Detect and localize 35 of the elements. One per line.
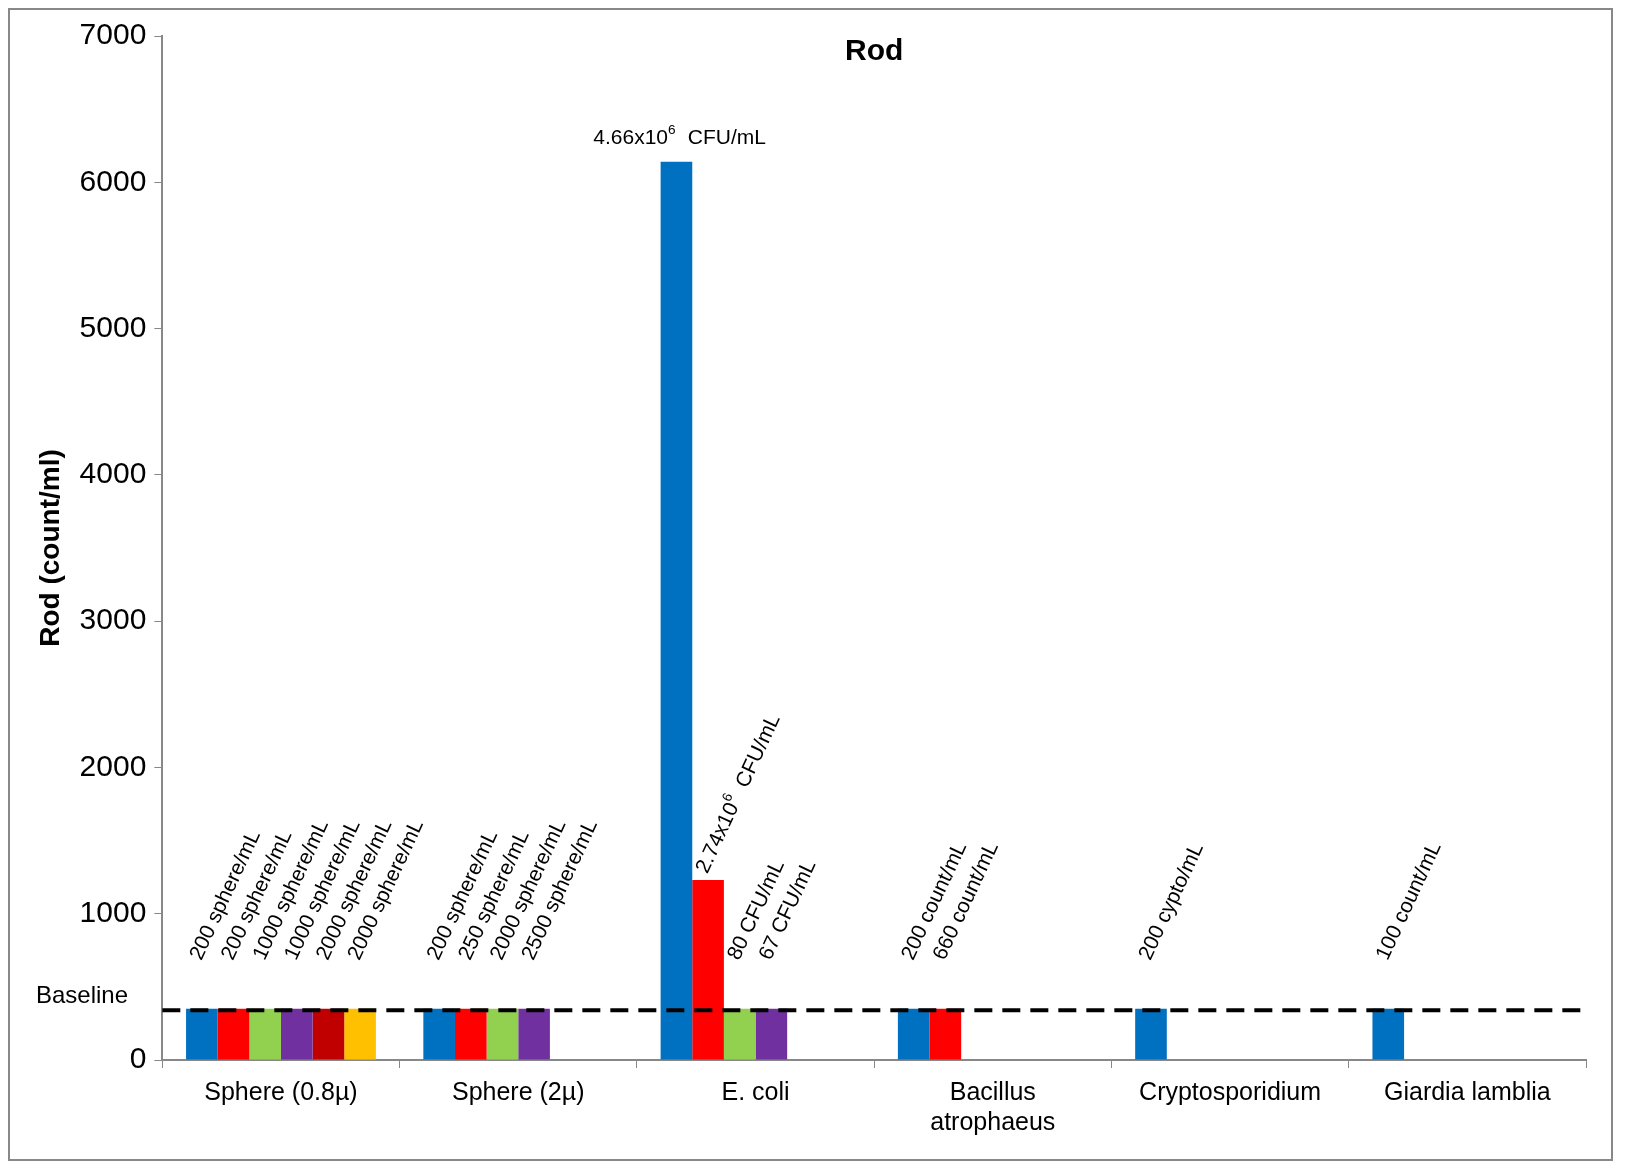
x-tick-label: Sphere (0.8µ) — [204, 1076, 358, 1105]
bar — [1135, 1008, 1167, 1060]
y-tick-label: 6000 — [79, 163, 147, 197]
y-tick-label: 3000 — [79, 602, 147, 636]
x-tick-label: Giardia lamblia — [1383, 1076, 1551, 1105]
bar — [660, 161, 693, 1060]
x-tick-label: E. coli — [721, 1076, 790, 1105]
y-tick-label: 4000 — [79, 456, 147, 490]
bar — [518, 1008, 550, 1060]
y-tick-label: 5000 — [79, 309, 147, 343]
bar — [249, 1008, 281, 1060]
x-tick-label: Bacillus atrophaeus — [930, 1076, 1056, 1135]
bar — [755, 1008, 788, 1060]
bar — [280, 1008, 313, 1060]
chart-title: Rod — [845, 33, 904, 67]
y-tick-label: 1000 — [79, 894, 147, 928]
y-tick-label: 0 — [129, 1041, 147, 1075]
x-tick-label: Cryptosporidium — [1139, 1076, 1322, 1105]
bar — [897, 1008, 930, 1060]
y-axis-title: Rod (count/ml) — [33, 449, 65, 647]
x-tick-label: Sphere (2µ) — [451, 1076, 585, 1105]
bar — [692, 880, 724, 1060]
y-tick-label: 7000 — [79, 17, 147, 51]
bar — [217, 1008, 250, 1060]
bar — [423, 1008, 455, 1060]
y-tick-label: 2000 — [79, 748, 147, 782]
ref-line-label: Baseline — [36, 980, 129, 1008]
bar — [186, 1008, 218, 1060]
bar — [344, 1008, 376, 1060]
bar — [723, 1008, 756, 1060]
bar — [929, 1008, 962, 1060]
bar — [486, 1008, 519, 1060]
bar — [454, 1008, 487, 1060]
bar — [1372, 1008, 1405, 1060]
bar — [312, 1008, 345, 1060]
